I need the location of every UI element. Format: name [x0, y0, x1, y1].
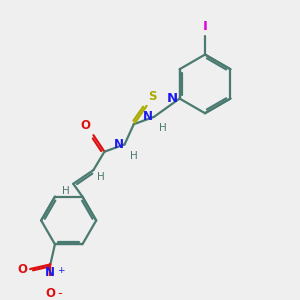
- Text: -: -: [58, 287, 62, 300]
- Text: H: H: [97, 172, 105, 182]
- Text: H: H: [130, 151, 138, 161]
- Text: H: H: [159, 123, 167, 133]
- Text: O: O: [45, 287, 55, 300]
- Text: O: O: [81, 119, 91, 133]
- Text: O: O: [17, 262, 27, 275]
- Text: N: N: [143, 110, 153, 123]
- Text: N: N: [167, 92, 178, 105]
- Text: N: N: [114, 138, 124, 151]
- Text: +: +: [57, 266, 64, 275]
- Text: N: N: [45, 266, 55, 279]
- Text: H: H: [62, 186, 70, 196]
- Text: I: I: [202, 20, 207, 34]
- Text: S: S: [148, 90, 157, 103]
